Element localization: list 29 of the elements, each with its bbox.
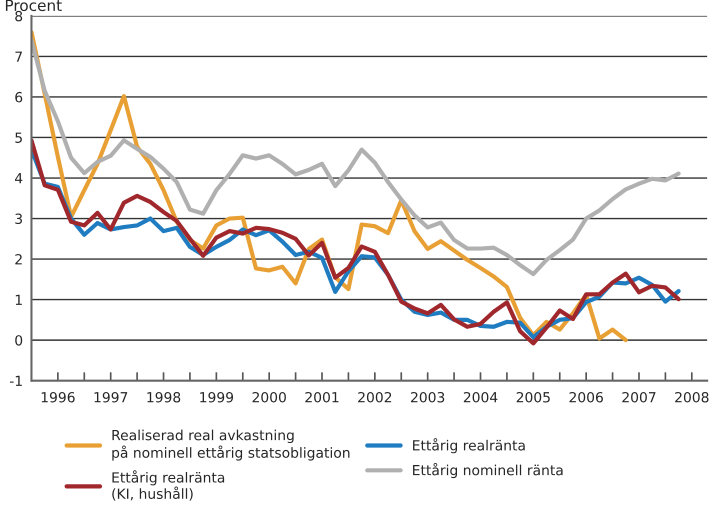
x-tick-label: 1997 (94, 392, 128, 403)
x-tick-label: 2008 (675, 392, 709, 403)
x-tick-label: 2003 (411, 392, 444, 403)
x-tick-label: 1996 (42, 392, 75, 403)
y-tick-label: 1 (16, 294, 22, 305)
y-tick-label: -1 (10, 376, 22, 386)
x-tick-label: 2000 (252, 392, 286, 403)
y-tick-label: 6 (15, 92, 22, 102)
x-tick-label: 2001 (305, 392, 338, 403)
x-tick-label: 2005 (516, 392, 550, 403)
x-tick-label: 2004 (464, 392, 498, 403)
y-tick-label: 8 (15, 10, 22, 22)
x-tick-label: 1999 (200, 392, 234, 403)
x-tick-label: 1998 (147, 392, 180, 403)
line-series (31, 38, 681, 276)
x-tick-label: 2007 (622, 392, 656, 403)
y-tick-label: 2 (15, 254, 22, 264)
y-tick-label: 7 (15, 52, 22, 62)
y-axis-title: Procent (6, 0, 62, 12)
x-tick-label: 2006 (570, 392, 603, 403)
y-tick-label: 3 (15, 214, 22, 224)
y-tick-label: 0 (15, 335, 22, 346)
legend-label: Ettårig realränta (413, 438, 525, 454)
x-tick-label: 2002 (358, 392, 392, 403)
y-tick-label: 4 (14, 173, 22, 184)
legend-label: Realiserad real avkastning på nominell ettårig statsobligation (112, 430, 350, 461)
legend-label: Ettårig nominell ränta (413, 462, 563, 478)
legend-label: Ettårig realränta (KI, hushåll) (112, 470, 224, 501)
y-tick-label: 5 (15, 132, 22, 143)
